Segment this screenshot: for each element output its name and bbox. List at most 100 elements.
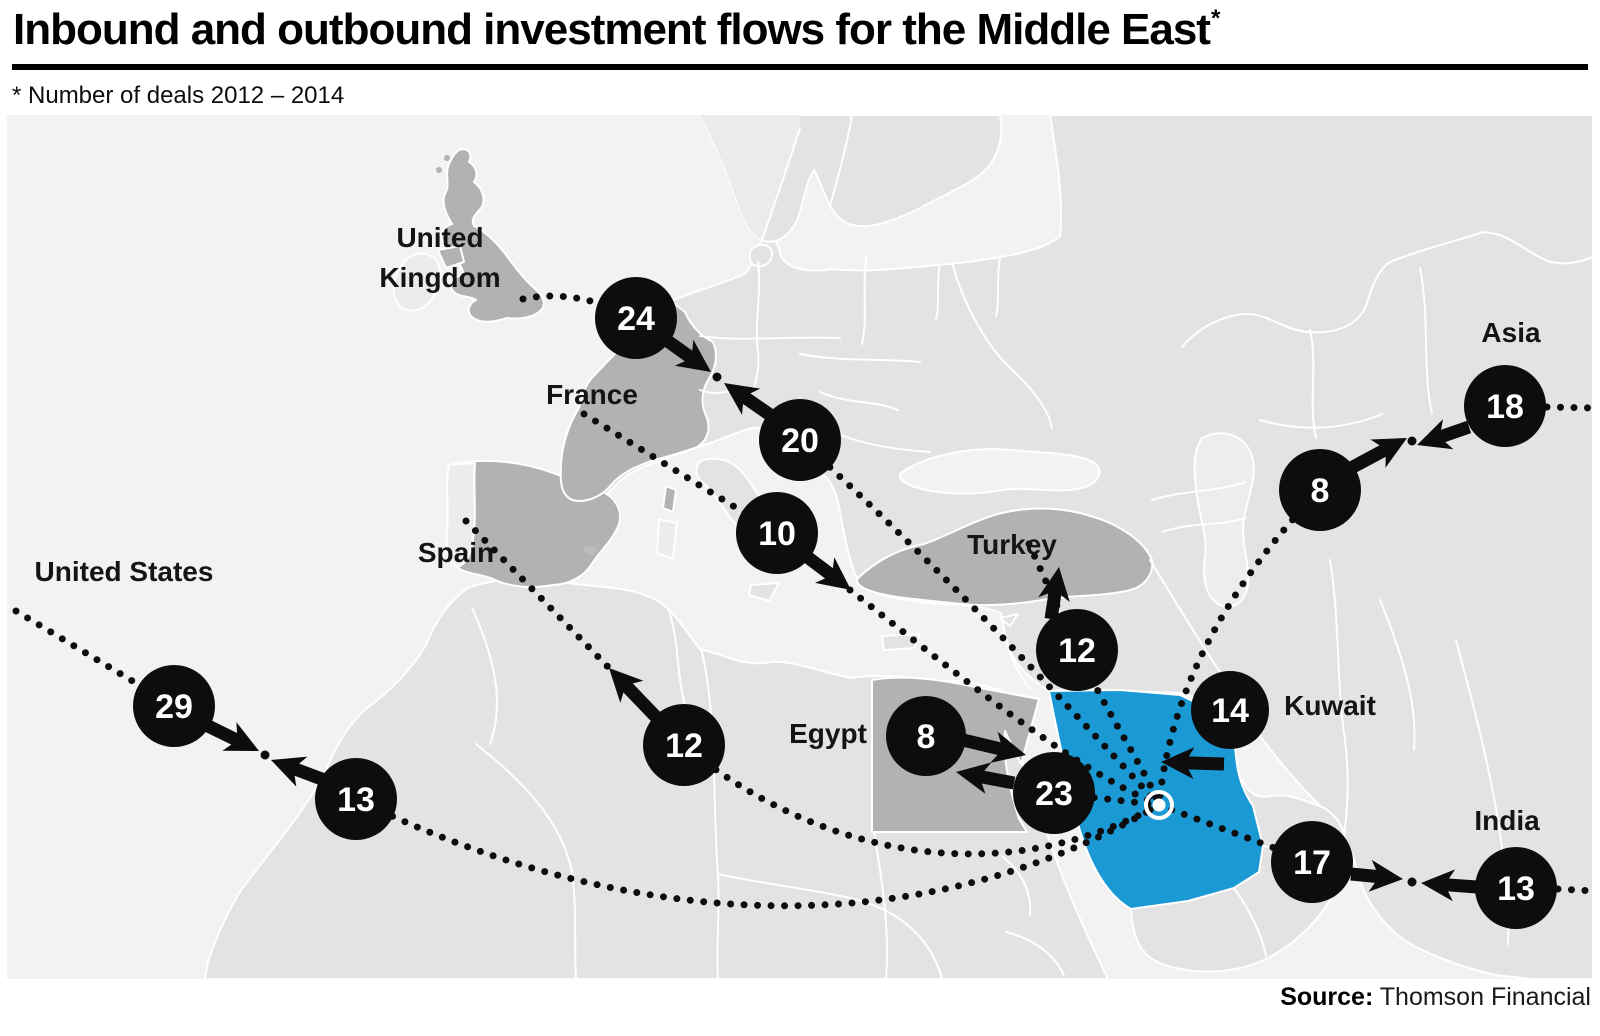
- flow-arrow-head-united-kingdom-1: [724, 383, 761, 415]
- flow-arrow-head-france-0: [815, 557, 851, 590]
- flow-value-india-0: 17: [1293, 844, 1331, 882]
- border-sudan-eritrea: [1001, 855, 1032, 917]
- flow-arrow-head-united-states-0: [222, 722, 259, 751]
- border-kazakhstan-russia: [1181, 231, 1593, 348]
- flow-node-united-kingdom-1: [759, 399, 841, 481]
- flow-arrow-shaft-egypt-1: [976, 769, 1016, 790]
- flow-value-kuwait-0: 14: [1211, 692, 1249, 730]
- map-northern-ireland: [437, 245, 465, 269]
- flow-layer: 24 20 10 12 29 13 8 23 12 14 8 18 17 13 United States U…: [12, 222, 1593, 929]
- source-value: Thomson Financial: [1379, 983, 1591, 1011]
- flow-meet-dot-united-states: [260, 750, 270, 760]
- map-crete: [881, 633, 921, 651]
- flow-value-united-states-1: 13: [337, 781, 375, 819]
- source-label: Source:: [1280, 983, 1374, 1011]
- region-label-united-states: United States: [35, 556, 214, 587]
- flow-node-india-1: [1475, 847, 1557, 929]
- border-caucasus-1: [1151, 481, 1247, 501]
- border-norway-sweden: [761, 127, 801, 241]
- flow-arrow-head-egypt-1: [956, 762, 992, 794]
- border-afghanistan-pakistan: [1379, 599, 1416, 751]
- border-baltics-1: [935, 263, 941, 321]
- flow-arrow-shaft-france-0: [802, 550, 838, 582]
- flow-node-spain-0: [643, 704, 725, 786]
- flow-arrow-shaft-egypt-0: [961, 733, 1007, 757]
- map-norway-tone: [700, 115, 800, 240]
- map-corsica: [662, 485, 677, 513]
- flow-dotted-line-united-kingdom-0: [519, 292, 640, 322]
- map-ireland: [392, 252, 442, 312]
- flow-arrow-shaft-india-1: [1442, 878, 1478, 894]
- flow-arrow-head-spain-0: [609, 668, 644, 703]
- region-label-india: India: [1474, 805, 1540, 836]
- flow-value-asia-0: 8: [1311, 472, 1330, 510]
- flow-value-united-states-0: 29: [155, 688, 193, 726]
- page-title: Inbound and outbound investment flows fo…: [13, 4, 1593, 57]
- flow-node-egypt-0: [886, 696, 966, 776]
- subtitle-footnote: * Number of deals 2012 – 2014: [12, 82, 345, 109]
- region-label-egypt: Egypt: [789, 718, 867, 749]
- border-belarus-ukraine: [799, 353, 921, 363]
- flow-node-asia-0: [1279, 449, 1361, 531]
- flow-dotted-line-united-states-0: [12, 607, 178, 710]
- border-jordan-israel: [1007, 647, 1031, 691]
- border-algeria-libya: [701, 651, 720, 979]
- border-iran-afghanistan: [1329, 559, 1349, 861]
- border-baltics-2: [995, 257, 1001, 317]
- border-poland-belarus: [861, 257, 867, 345]
- flow-arrow-head-turkey-0: [1038, 567, 1070, 602]
- flow-value-india-1: 13: [1497, 870, 1535, 908]
- border-central-asia-1: [1259, 413, 1383, 429]
- border-ukraine-russia: [951, 261, 1053, 429]
- flow-arrow-head-asia-0: [1370, 438, 1407, 468]
- flow-value-egypt-1: 23: [1035, 775, 1073, 813]
- flow-dotted-line-france-1: [846, 586, 1163, 809]
- region-label-france: France: [546, 379, 638, 410]
- flow-meet-dot-india: [1407, 877, 1417, 887]
- flow-arrow-shaft-india-0: [1350, 867, 1382, 884]
- border-central-asia-2: [1309, 329, 1317, 439]
- flow-node-egypt-1: [1013, 752, 1095, 834]
- flow-value-egypt-0: 8: [917, 718, 936, 756]
- map-scottish-isle-1: [444, 155, 450, 161]
- flow-arrow-head-united-kingdom-0: [674, 339, 711, 372]
- border-morocco-algeria: [471, 607, 498, 745]
- flow-node-asia-1: [1464, 365, 1546, 447]
- flow-arrow-shaft-spain-0: [619, 679, 662, 723]
- border-mauritania-mali: [475, 743, 577, 979]
- flow-map: 24 20 10 12 29 13 8 23 12 14 8 18 17 13 United States U…: [7, 115, 1593, 979]
- border-sweden-finland: [829, 115, 853, 207]
- flow-arrow-head-india-0: [1368, 859, 1403, 892]
- flow-dotted-line-asia-0: [1155, 486, 1324, 809]
- flow-dotted-line-egypt-0: [1050, 789, 1163, 809]
- region-label-united-kingdom: United Kingdom: [379, 222, 500, 293]
- title-divider: [12, 64, 1588, 70]
- hub-ring: [1144, 790, 1174, 820]
- map-portugal: [445, 462, 476, 568]
- flow-value-asia-1: 18: [1486, 388, 1524, 426]
- region-label-asia: Asia: [1481, 317, 1541, 348]
- region-label-kuwait: Kuwait: [1284, 690, 1376, 721]
- region-label-turkey: Turkey: [967, 529, 1057, 560]
- border-romania-bulgaria: [837, 433, 931, 453]
- flow-node-turkey-0: [1036, 609, 1118, 691]
- flow-node-united-kingdom-0: [595, 277, 677, 359]
- hub-center-dot: [1152, 798, 1166, 812]
- flow-dotted-line-turkey-0: [1025, 540, 1163, 809]
- flow-dotted-line-spain-0: [462, 517, 688, 749]
- border-central-asia-3: [1419, 267, 1433, 415]
- flow-meet-dot-united-kingdom: [712, 372, 722, 382]
- flow-node-kuwait-0: [1191, 671, 1269, 749]
- flow-dotted-line-united-states-1: [352, 795, 1163, 910]
- flow-node-france-0: [736, 492, 818, 574]
- map-sardinia: [656, 518, 678, 560]
- flow-dotted-line-india-1: [1554, 885, 1593, 895]
- flow-dotted-line-united-kingdom-1: [796, 436, 1163, 809]
- title-asterisk: *: [1210, 5, 1220, 33]
- map-caspian-sea: [1193, 432, 1255, 608]
- flow-arrow-head-kuwait-0: [1161, 747, 1195, 779]
- map-black-sea: [899, 447, 1101, 495]
- region-label-spain: Spain: [418, 537, 494, 568]
- border-libya-sudan: [873, 831, 889, 979]
